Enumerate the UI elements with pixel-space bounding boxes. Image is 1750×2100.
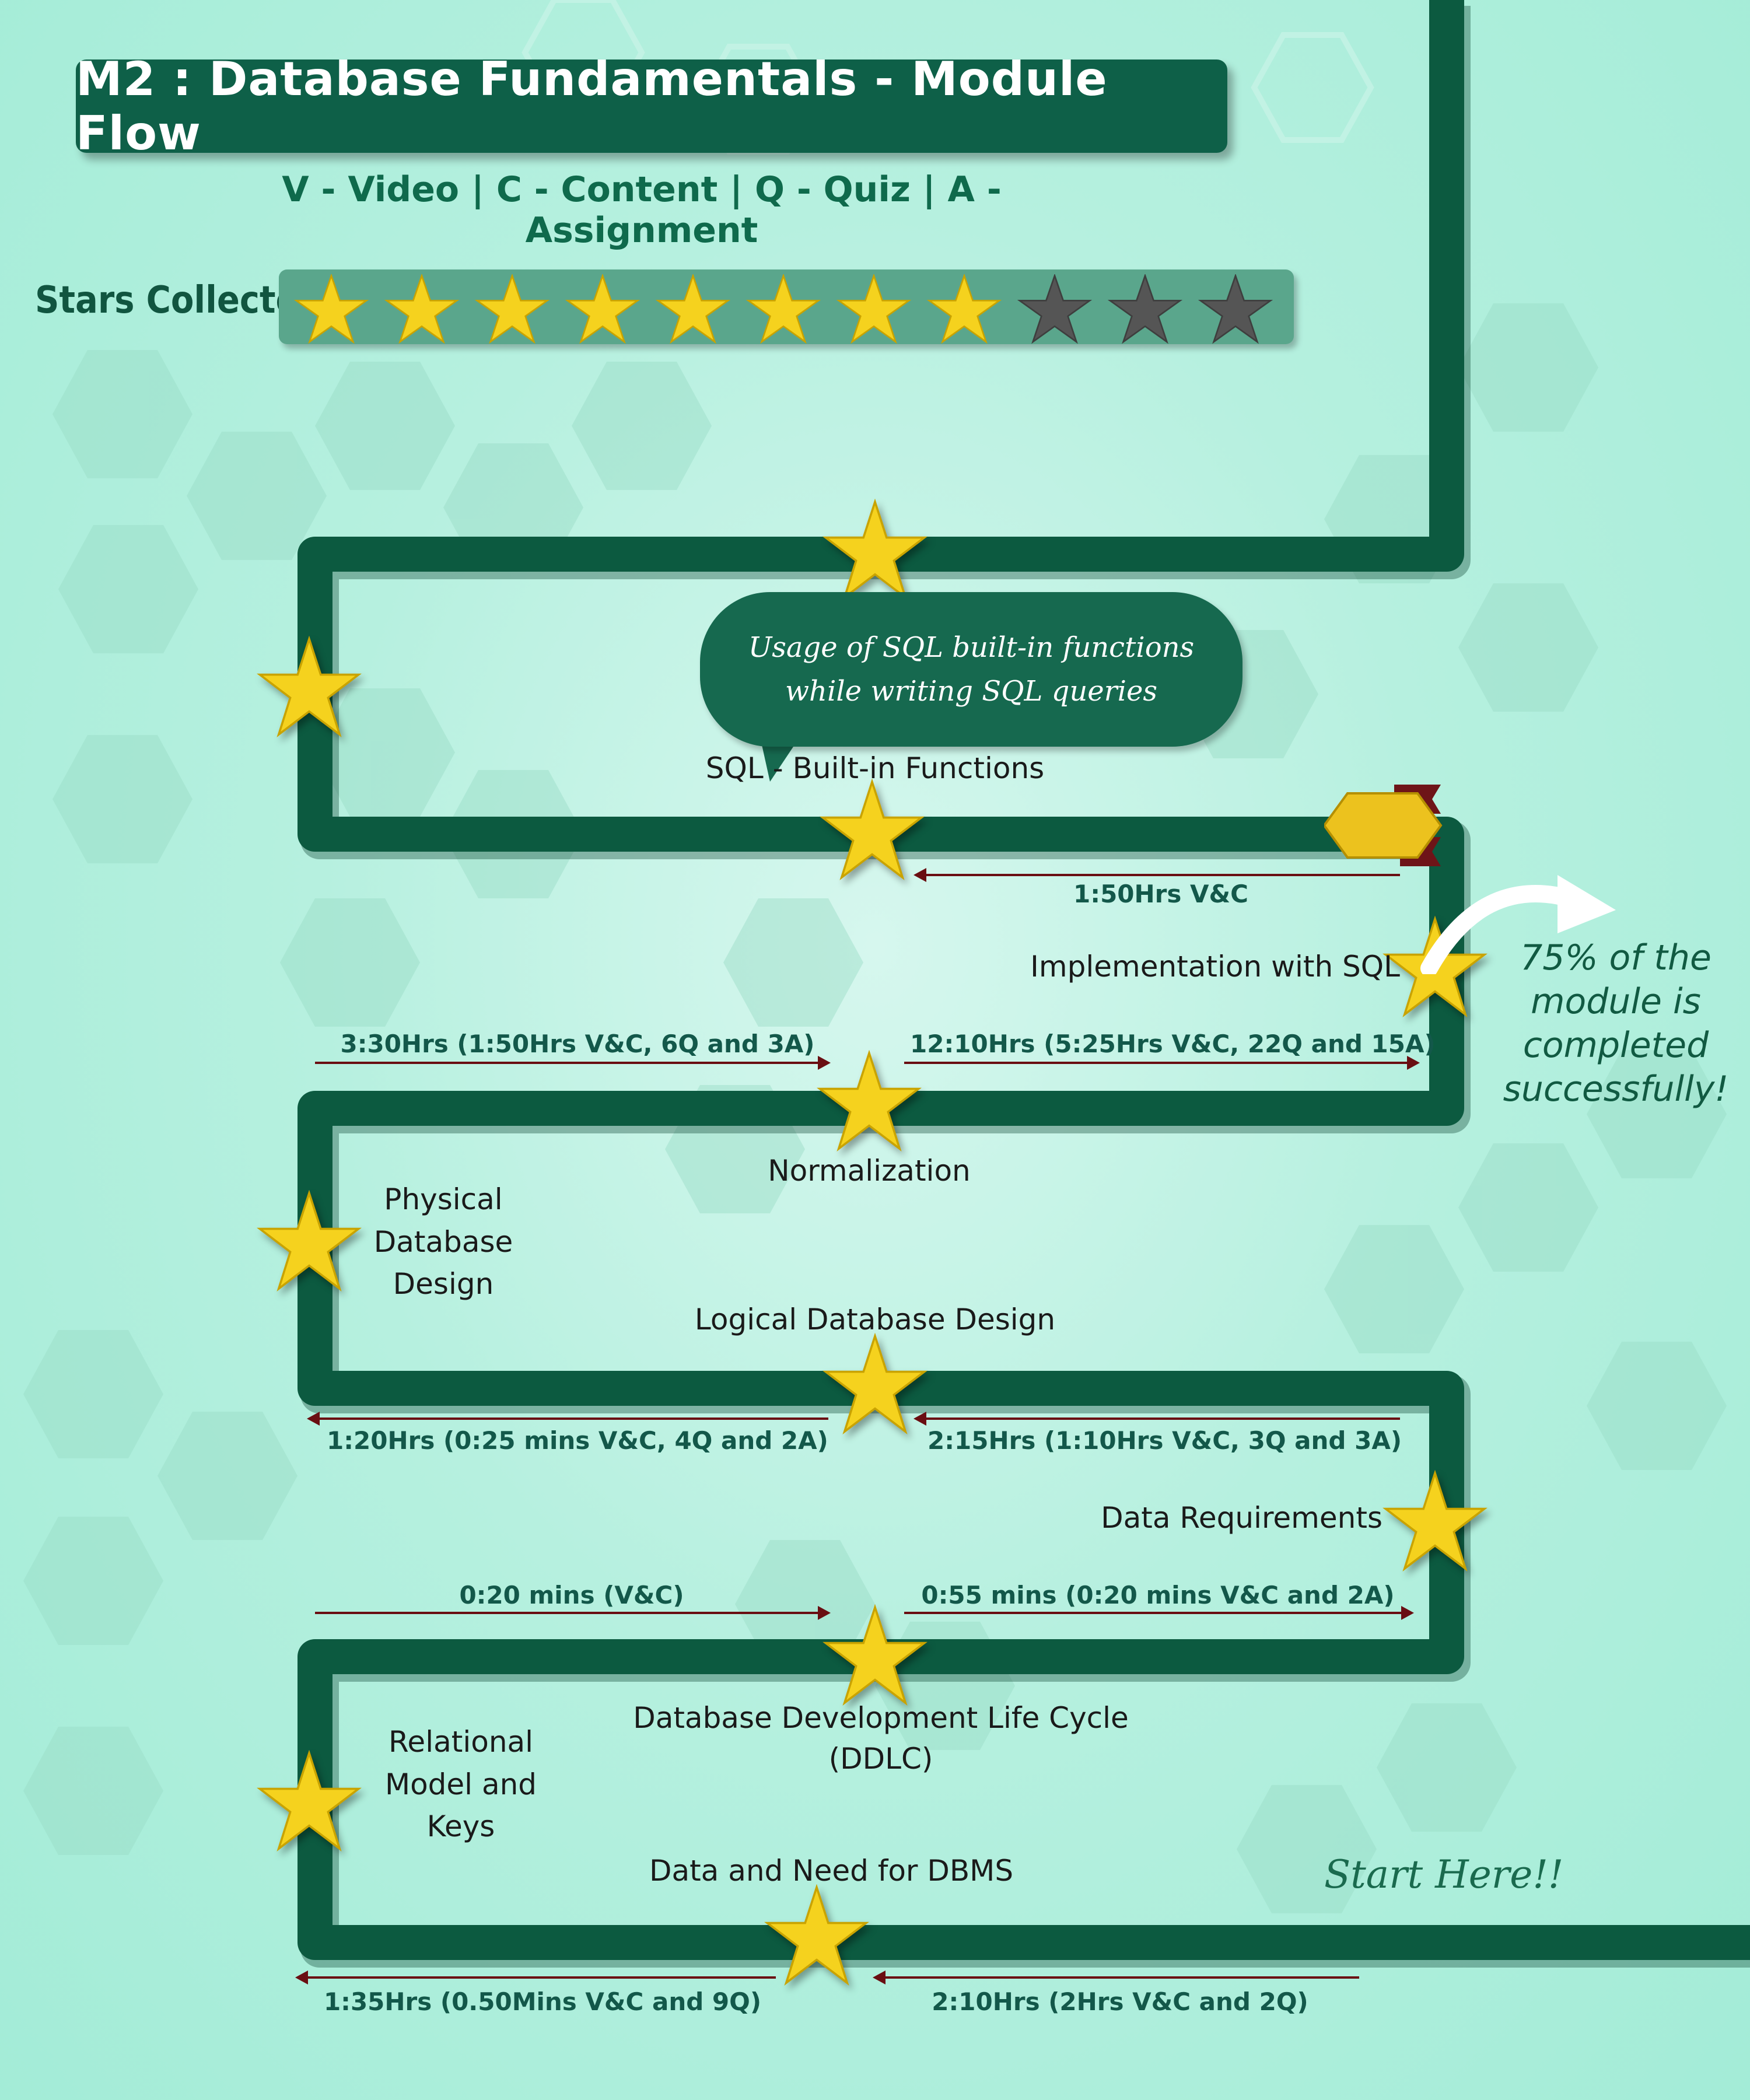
milestone-star-icon: [257, 1190, 362, 1292]
milestone-star-icon: [822, 499, 928, 601]
duration-arrow: [295, 1971, 776, 1985]
star-collected-icon: [384, 274, 460, 344]
milestone-star-icon: [257, 636, 362, 738]
milestone-star-icon: [822, 1333, 928, 1435]
milestone-star-icon: [820, 779, 925, 881]
duration-relational-model: 1:35Hrs (0.50Mins V&C and 9Q): [323, 1987, 762, 2016]
duration-data-need-dbms: 2:10Hrs (2Hrs V&C and 2Q): [932, 1987, 1308, 2016]
duration-logical-db: 2:15Hrs (1:10Hrs V&C, 3Q and 3A): [928, 1426, 1402, 1455]
milestone-star-icon: [257, 1750, 362, 1852]
duration-implementation-sql-b: 12:10Hrs (5:25Hrs V&C, 22Q and 15A): [910, 1030, 1436, 1058]
duration-arrow: [307, 1412, 828, 1426]
milestone-star-icon: [822, 1604, 928, 1706]
callout-line-2: while writing SQL queries: [785, 674, 1158, 708]
duration-arrow: [914, 868, 1400, 882]
topic-physical-database-design: Physical Database Design: [373, 1182, 513, 1301]
topic-data-need-dbms: Data and Need for DBMS: [649, 1854, 1014, 1888]
duration-arrow: [873, 1971, 1359, 1985]
legend-text: V - Video | C - Content | Q - Quiz | A -…: [282, 169, 1002, 251]
curved-arrow-icon: [1420, 875, 1616, 974]
duration-arrow: [914, 1412, 1400, 1426]
star-collected-icon: [655, 274, 731, 344]
topic-sql-builtin-functions: SQL - Built-in Functions: [705, 751, 1045, 785]
stars-progress-bar: [279, 270, 1294, 344]
topic-implementation-with-sql: Implementation with SQL: [1030, 950, 1400, 984]
topic-data-requirements: Data Requirements: [1101, 1501, 1382, 1535]
topic-ddlc: Database Development Life Cycle (DDLC): [633, 1701, 1129, 1776]
duration-sql-builtin: 1:50Hrs V&C: [1073, 880, 1248, 908]
callout-line-1: Usage of SQL built-in functions: [748, 631, 1195, 664]
duration-physical-db: 1:20Hrs (0:25 mins V&C, 4Q and 2A): [327, 1426, 828, 1455]
star-empty-icon: [1017, 274, 1093, 344]
star-collected-icon: [565, 274, 640, 344]
star-collected-icon: [474, 274, 550, 344]
stars-collected-label: Stars Collected: [35, 279, 323, 322]
star-collected-icon: [293, 274, 369, 344]
star-empty-icon: [1107, 274, 1183, 344]
current-position-marker-icon: [1324, 785, 1443, 866]
topic-relational-model-keys: Relational Model and Keys: [384, 1725, 537, 1843]
topic-normalization: Normalization: [768, 1154, 971, 1188]
duration-ddlc: 0:20 mins (V&C): [459, 1581, 684, 1609]
progress-note: 75% of the module is completed successfu…: [1503, 937, 1729, 1110]
star-collected-icon: [746, 274, 821, 344]
start-here-label: Start Here!!: [1324, 1852, 1564, 1897]
star-empty-icon: [1198, 274, 1273, 344]
duration-data-requirements: 0:55 mins (0:20 mins V&C and 2A): [921, 1581, 1395, 1609]
star-collected-icon: [836, 274, 912, 344]
milestone-star-icon: [764, 1884, 869, 1986]
duration-implementation-sql-a: 3:30Hrs (1:50Hrs V&C, 6Q and 3A): [340, 1030, 815, 1058]
milestone-star-icon: [817, 1050, 922, 1152]
topic-logical-database-design: Logical Database Design: [694, 1303, 1056, 1336]
topic-callout: Usage of SQL built-in functions while wr…: [700, 592, 1242, 747]
duration-arrow: [315, 1606, 831, 1620]
milestone-star-icon: [1382, 1470, 1488, 1572]
duration-arrow: [904, 1606, 1414, 1620]
page-title: M2 : Database Fundamentals - Module Flow: [76, 52, 1227, 160]
duration-arrow: [315, 1056, 831, 1070]
star-collected-icon: [926, 274, 1002, 344]
duration-arrow: [904, 1056, 1420, 1070]
